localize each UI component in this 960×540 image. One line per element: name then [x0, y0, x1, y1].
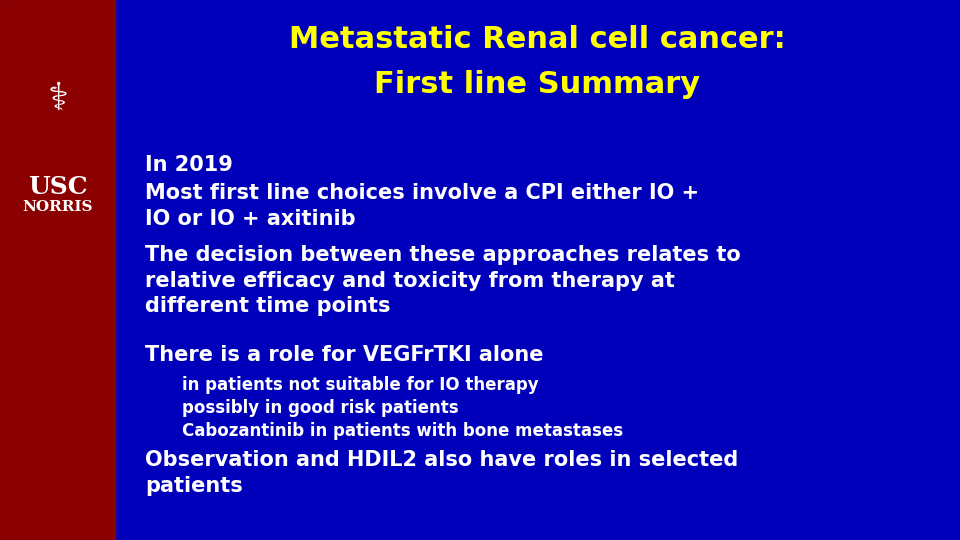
Text: USC: USC: [28, 175, 87, 199]
Text: Observation and HDIL2 also have roles in selected
patients: Observation and HDIL2 also have roles in…: [145, 450, 738, 496]
Text: Metastatic Renal cell cancer:: Metastatic Renal cell cancer:: [289, 25, 786, 54]
Bar: [0, 0, 115, 540]
Text: NORRIS: NORRIS: [23, 200, 93, 214]
Text: Most first line choices involve a CPI either IO +
IO or IO + axitinib: Most first line choices involve a CPI ei…: [145, 183, 699, 228]
Text: The decision between these approaches relates to
relative efficacy and toxicity : The decision between these approaches re…: [145, 245, 741, 316]
Text: In 2019: In 2019: [145, 155, 233, 175]
Text: in patients not suitable for IO therapy: in patients not suitable for IO therapy: [182, 376, 539, 394]
Text: ⚕: ⚕: [47, 80, 68, 118]
Text: possibly in good risk patients: possibly in good risk patients: [182, 399, 459, 417]
Text: First line Summary: First line Summary: [374, 70, 701, 99]
Text: There is a role for VEGFrTKI alone: There is a role for VEGFrTKI alone: [145, 345, 543, 365]
Text: Cabozantinib in patients with bone metastases: Cabozantinib in patients with bone metas…: [182, 422, 623, 440]
